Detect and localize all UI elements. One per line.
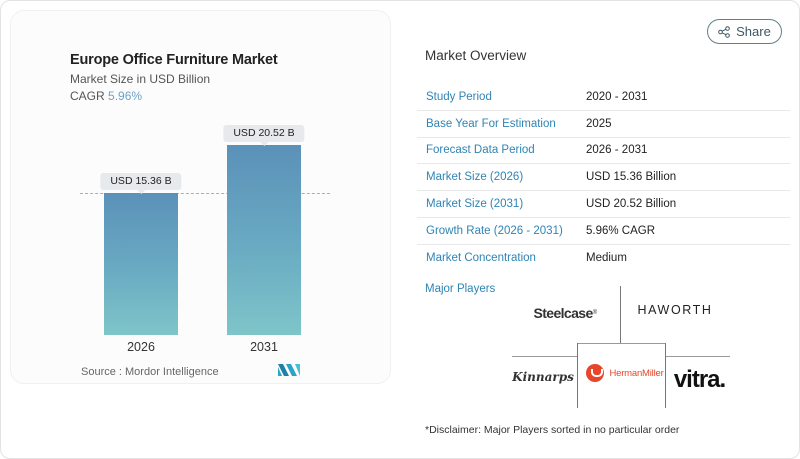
overview-row: Market Concentration Medium (417, 245, 790, 272)
x-tick-2031: 2031 (250, 340, 278, 354)
kinnarps-logo: Kinnarps (512, 370, 574, 384)
share-icon (718, 25, 730, 38)
share-button[interactable]: Share (707, 19, 782, 44)
bar-label-2026: USD 15.36 B (100, 173, 182, 194)
cagr-value: 5.96% (108, 89, 143, 103)
overview-row: Market Size (2031) USD 20.52 Billion (417, 191, 790, 218)
overview-label: Market Concentration (426, 252, 536, 265)
overview-label: Forecast Data Period (426, 144, 535, 157)
bar-label-2031: USD 20.52 B (223, 125, 305, 146)
overview-value: 5.96% CAGR (586, 224, 656, 237)
herman-miller-mark-icon (586, 364, 605, 382)
chart-card (10, 10, 391, 384)
reference-dashed-line (80, 193, 330, 194)
chart-subtitle: Market Size in USD Billion (70, 72, 211, 86)
players-divider (620, 286, 621, 343)
overview-value: 2026 - 2031 (586, 144, 648, 157)
overview-row: Growth Rate (2026 - 2031) 5.96% CAGR (417, 218, 790, 245)
overview-row: Base Year For Estimation 2025 (417, 111, 790, 138)
overview-value: 2025 (586, 117, 612, 130)
overview-row: Market Size (2026) USD 15.36 Billion (417, 164, 790, 192)
mordor-intelligence-logo-icon (278, 364, 300, 376)
cagr-label: CAGR (70, 89, 105, 103)
overview-label: Base Year For Estimation (426, 117, 556, 130)
players-divider (577, 343, 578, 408)
share-label: Share (736, 24, 771, 39)
bar-2031 (227, 145, 301, 335)
market-overview-table: Study Period 2020 - 2031 Base Year For E… (417, 84, 790, 272)
x-tick-2026: 2026 (127, 340, 155, 354)
major-players-label: Major Players (425, 283, 496, 295)
bar-chart: USD 15.36 B USD 20.52 B 2026 2031 (0, 0, 400, 400)
haworth-logo: HAWORTH (637, 303, 713, 317)
vitra-logo: vitra. (673, 366, 726, 393)
chart-cagr: CAGR 5.96% (70, 89, 142, 103)
overview-value: 2020 - 2031 (586, 90, 648, 103)
chart-source: Source : Mordor Intelligence (81, 366, 219, 378)
overview-row: Forecast Data Period 2026 - 2031 (417, 138, 790, 165)
overview-label: Market Size (2026) (426, 171, 524, 184)
overview-label: Study Period (426, 90, 492, 103)
overview-value: USD 20.52 Billion (586, 198, 677, 211)
players-divider (665, 356, 730, 357)
overview-value: USD 15.36 Billion (586, 171, 677, 184)
players-divider (512, 356, 577, 357)
steelcase-logo: Steelcase ® (533, 305, 597, 321)
players-divider (577, 343, 665, 344)
chart-title: Europe Office Furniture Market (70, 52, 278, 68)
herman-miller-logo: HermanMiller (580, 362, 670, 384)
overview-row: Study Period 2020 - 2031 (417, 84, 790, 111)
players-divider (665, 343, 666, 408)
market-overview-title: Market Overview (425, 48, 527, 63)
overview-value: Medium (586, 252, 627, 265)
bar-2026 (104, 193, 178, 335)
overview-label: Market Size (2031) (426, 198, 524, 211)
disclaimer-text: *Disclaimer: Major Players sorted in no … (425, 424, 680, 436)
overview-label: Growth Rate (2026 - 2031) (426, 224, 563, 237)
